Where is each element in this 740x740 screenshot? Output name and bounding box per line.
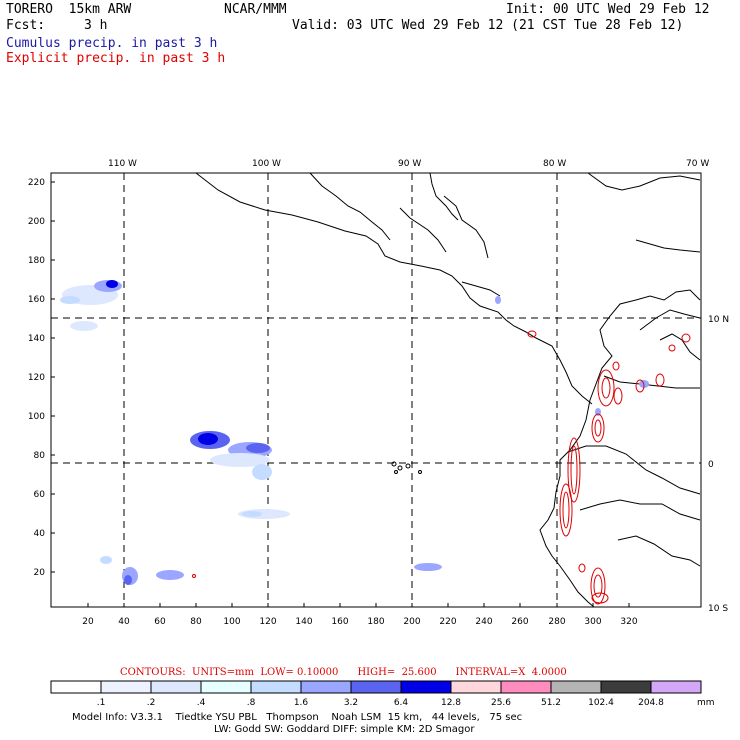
contour-info: CONTOURS: UNITS=mm LOW= 0.10000 HIGH= 25… (120, 667, 567, 678)
organization: NCAR/MMM (224, 2, 287, 17)
x-tick-label: 200 (403, 617, 420, 627)
x-tick-label: 260 (511, 617, 528, 627)
x-tick-label: 120 (259, 617, 276, 627)
colorbar-swatch (600, 680, 652, 694)
coastlines (195, 172, 701, 608)
y-tick-label: 60 (34, 490, 46, 500)
y-tick-labels: 220 200 180 160 140 120 100 80 60 40 20 (28, 178, 45, 578)
colorbar (50, 680, 702, 694)
lon-labels: 110 W 100 W 90 W 80 W 70 W (108, 159, 709, 169)
y-tick-label: 220 (28, 178, 45, 188)
colorbar-swatch (400, 680, 452, 694)
colorbar-labels: .1 .2 .4 .8 1.6 3.2 6.4 12.8 25.6 51.2 102.4 204.8 (97, 698, 664, 708)
colorbar-swatch (250, 680, 302, 694)
x-tick-label: 140 (295, 617, 312, 627)
colorbar-swatch (200, 680, 252, 694)
colorbar-swatch (500, 680, 552, 694)
x-tick-labels: 20 40 60 80 100 120 140 160 180 200 220 … (82, 617, 638, 627)
colorbar-swatch (300, 680, 352, 694)
x-tick-label: 20 (82, 617, 94, 627)
colorbar-swatch (550, 680, 602, 694)
map-frame (50, 172, 702, 608)
model-title: TORERO 15km ARW (6, 2, 132, 17)
y-tick-label: 100 (28, 412, 45, 422)
x-tick-label: 320 (620, 617, 637, 627)
x-tick-label: 160 (331, 617, 348, 627)
y-tick-label: 20 (34, 568, 46, 578)
valid-time: Valid: 03 UTC Wed 29 Feb 12 (21 CST Tue … (292, 18, 684, 33)
colorbar-swatch (100, 680, 152, 694)
y-tick-label: 120 (28, 373, 45, 383)
colorbar-swatch (450, 680, 502, 694)
colorbar-label: .8 (247, 698, 256, 708)
colorbar-label: .4 (197, 698, 206, 708)
graticule (51, 173, 701, 607)
lat-label: 10 S (708, 604, 728, 614)
colorbar-label: 51.2 (541, 698, 561, 708)
x-tick-label: 100 (223, 617, 240, 627)
explicit-precip-contours (192, 330, 691, 605)
colorbar-label: 102.4 (588, 698, 614, 708)
field-cumulus-title: Cumulus precip. in past 3 h (6, 36, 218, 51)
lon-label: 100 W (252, 159, 281, 169)
lon-label: 110 W (108, 159, 137, 169)
x-tick-label: 60 (154, 617, 166, 627)
x-tick-label: 280 (548, 617, 565, 627)
colorbar-label: 6.4 (394, 698, 409, 708)
x-tick-label: 240 (475, 617, 492, 627)
y-tick-label: 80 (34, 451, 46, 461)
lat-label: 10 N (708, 315, 729, 325)
y-tick-label: 160 (28, 295, 45, 305)
colorbar-label: 12.8 (441, 698, 461, 708)
colorbar-swatch (50, 680, 102, 694)
colorbar-label: 1.6 (294, 698, 309, 708)
lon-label: 90 W (398, 159, 421, 169)
model-info-physics: LW: Godd SW: Goddard DIFF: simple KM: 2D… (214, 724, 475, 735)
model-info: Model Info: V3.3.1 Tiedtke YSU PBL Thomp… (72, 712, 523, 723)
cumulus-precip (60, 280, 649, 585)
x-tick-label: 40 (118, 617, 130, 627)
x-tick-label: 220 (439, 617, 456, 627)
colorbar-label: 204.8 (638, 698, 664, 708)
colorbar-label: .1 (97, 698, 106, 708)
field-explicit-title: Explicit precip. in past 3 h (6, 51, 226, 66)
x-axis (87, 603, 630, 607)
lon-label: 70 W (686, 159, 709, 169)
x-tick-label: 180 (367, 617, 384, 627)
colorbar-label: .2 (147, 698, 156, 708)
lat-labels: 10 N 0 10 S (708, 315, 729, 614)
forecast-hour: 3 h (84, 18, 108, 33)
colorbar-swatch (350, 680, 402, 694)
colorbar-swatch (650, 680, 702, 694)
y-tick-label: 40 (34, 529, 46, 539)
forecast-label: Fcst: (6, 18, 46, 33)
colorbar-swatch (150, 680, 202, 694)
y-tick-label: 200 (28, 217, 45, 227)
y-tick-label: 180 (28, 256, 45, 266)
y-tick-label: 140 (28, 334, 45, 344)
init-time: Init: 00 UTC Wed 29 Feb 12 (506, 2, 710, 17)
colorbar-label: 25.6 (491, 698, 511, 708)
lon-label: 80 W (543, 159, 566, 169)
colorbar-unit: mm (697, 698, 715, 708)
lat-label: 0 (708, 460, 714, 470)
colorbar-label: 3.2 (344, 698, 358, 708)
x-tick-label: 80 (190, 617, 202, 627)
y-axis (51, 181, 55, 573)
x-tick-label: 300 (584, 617, 601, 627)
